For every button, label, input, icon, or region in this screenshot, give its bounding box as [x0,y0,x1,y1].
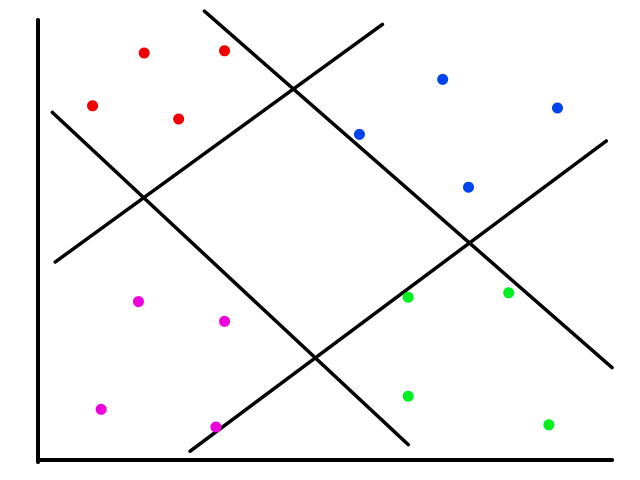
green-point-3 [402,390,414,402]
blue-point-2 [353,128,365,140]
red-point-4 [173,113,185,125]
boundary-line-4 [202,9,614,370]
boundary-line-2 [188,139,609,453]
red-point-1 [138,47,150,59]
blue-point-4 [463,181,474,193]
green-point-4 [543,419,555,431]
boundary-line-3 [50,110,410,447]
magenta-point-4 [210,421,222,433]
magenta-point-2 [219,315,231,327]
boundary-lines [50,9,614,453]
data-points [87,45,563,433]
blue-point-3 [551,102,563,114]
magenta-point-3 [95,403,107,415]
red-point-2 [219,45,231,57]
green-point-2 [503,287,515,299]
magenta-point-1 [132,296,144,308]
red-point-3 [87,100,99,112]
blue-point-1 [437,73,449,85]
boundary-line-1 [53,22,385,264]
green-point-1 [402,291,414,303]
